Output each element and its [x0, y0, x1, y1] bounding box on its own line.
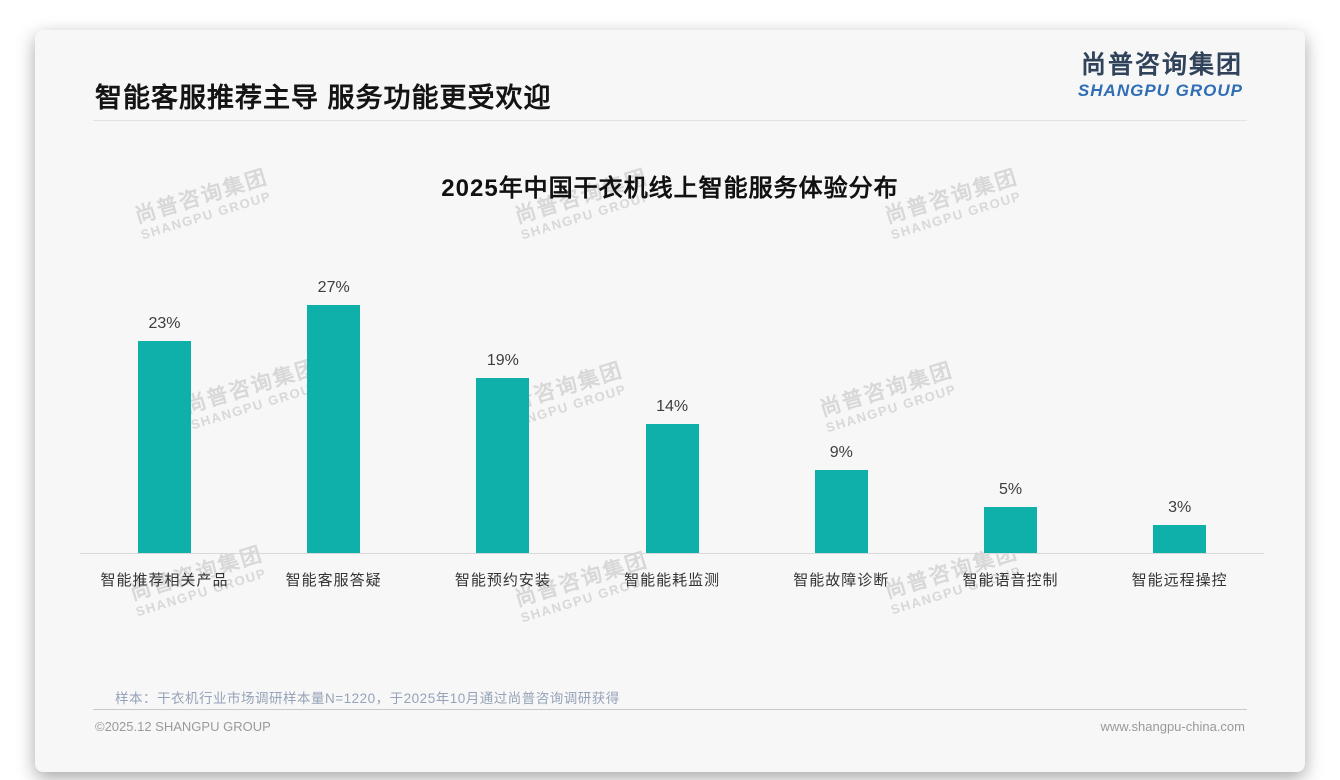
bar-value-label: 3%: [1168, 499, 1192, 516]
page-title: 智能客服推荐主导 服务功能更受欢迎: [95, 83, 552, 113]
x-axis-line: [80, 553, 1264, 554]
bar-智能客服答疑: [307, 305, 361, 553]
company-logo: 尚普咨询集团 SHANGPU GROUP: [1077, 51, 1243, 100]
logo-chinese-text: 尚普咨询集团: [1080, 51, 1243, 79]
x-axis-category-label: 智能预约安装: [454, 572, 551, 589]
x-axis-category-label: 智能故障诊断: [793, 572, 890, 589]
bar-value-label: 5%: [998, 481, 1023, 498]
x-axis-category-label: 智能语音控制: [962, 572, 1059, 589]
bar-chart: 23% 智能推荐相关产品 27% 智能客服答疑 19% 智能预约安装 14% 智能能耗监测 9%…: [35, 30, 1305, 772]
bar-智能远程操控: [1153, 525, 1207, 553]
bar-value-label: 19%: [486, 352, 519, 369]
bar-value-label: 23%: [148, 315, 181, 332]
logo-english-text: SHANGPU GROUP: [1077, 80, 1243, 100]
bar-智能故障诊断: [814, 470, 868, 553]
bar-智能预约安装: [476, 378, 530, 553]
x-axis-category-label: 智能客服答疑: [285, 572, 382, 589]
bar-value-label: 14%: [656, 398, 689, 415]
x-axis-category-label: 智能能耗监测: [624, 572, 721, 589]
sample-note: 样本：干衣机行业市场调研样本量N=1220，于2025年10月通过尚普咨询调研获…: [115, 691, 620, 706]
x-axis-category-label: 智能推荐相关产品: [100, 572, 229, 589]
bar-value-label: 27%: [317, 279, 350, 296]
bar-智能语音控制: [984, 507, 1037, 553]
x-axis-category-label: 智能远程操控: [1131, 572, 1228, 589]
bar-value-label: 9%: [829, 444, 853, 461]
footer-divider: [93, 709, 1247, 710]
bar-智能能耗监测: [645, 424, 699, 553]
bar-智能推荐相关产品: [138, 341, 191, 553]
header-divider: [93, 120, 1247, 121]
slide-card: 尚普咨询集团 SHANGPU GROUP 尚普咨询集团 SHANGPU GROUP 尚普…: [35, 30, 1305, 772]
footer-copyright: ©2025.12 SHANGPU GROUP: [95, 719, 271, 734]
footer-website: www.shangpu-china.com: [1100, 719, 1245, 734]
chart-title: 2025年中国干衣机线上智能服务体验分布: [441, 175, 899, 202]
